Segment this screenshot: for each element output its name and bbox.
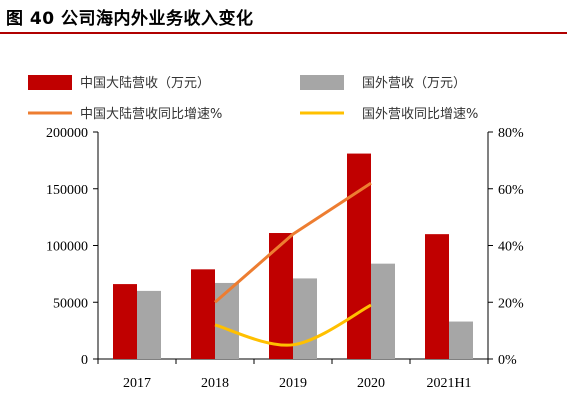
- y-right-tick-label: 0%: [498, 353, 517, 368]
- x-tick-label: 2018: [201, 376, 229, 391]
- line-series-1: [214, 181, 372, 304]
- y-right-tick-label: 60%: [498, 183, 524, 198]
- bar-overseas-2019: [293, 278, 317, 359]
- y-left-tick-label: 200000: [46, 126, 88, 141]
- bar-mainland-2017: [113, 284, 137, 359]
- y-left-tick-label: 50000: [53, 296, 88, 311]
- y-left-tick-label: 100000: [46, 240, 88, 255]
- bar-overseas-2018: [215, 282, 239, 359]
- bar-mainland-2019: [269, 233, 293, 359]
- bar-mainland-2020: [347, 153, 371, 359]
- y-left-tick-label: 0: [81, 353, 88, 368]
- bar-overseas-2017: [137, 290, 161, 359]
- legend-swatch-bar-2: [300, 75, 344, 90]
- bar-mainland-2018: [191, 269, 215, 359]
- x-tick-label: 2019: [279, 376, 307, 391]
- x-tick-label: 2021H1: [426, 376, 471, 391]
- legend-swatch-bar-1: [28, 75, 72, 90]
- y-left-tick-label: 150000: [46, 183, 88, 198]
- figure-title: 图 40 公司海内外业务收入变化: [6, 9, 254, 29]
- line-series-2: [214, 303, 372, 347]
- y-right-tick-label: 40%: [498, 240, 524, 255]
- bar-overseas-2021H1: [449, 321, 473, 359]
- legend-label-line-1: 中国大陆营收同比增速%: [80, 106, 222, 122]
- y-right-tick-label: 80%: [498, 126, 524, 141]
- bar-mainland-2021H1: [425, 234, 449, 359]
- legend-label-bar-1: 中国大陆营收（万元）: [80, 75, 210, 91]
- x-tick-label: 2020: [357, 376, 385, 391]
- legend-label-line-2: 国外营收同比增速%: [362, 107, 478, 122]
- legend-label-bar-2: 国外营收（万元）: [362, 76, 466, 91]
- y-right-tick-label: 20%: [498, 296, 524, 311]
- bar-overseas-2020: [371, 263, 395, 359]
- title-rule: [0, 32, 567, 34]
- x-tick-label: 2017: [123, 376, 151, 391]
